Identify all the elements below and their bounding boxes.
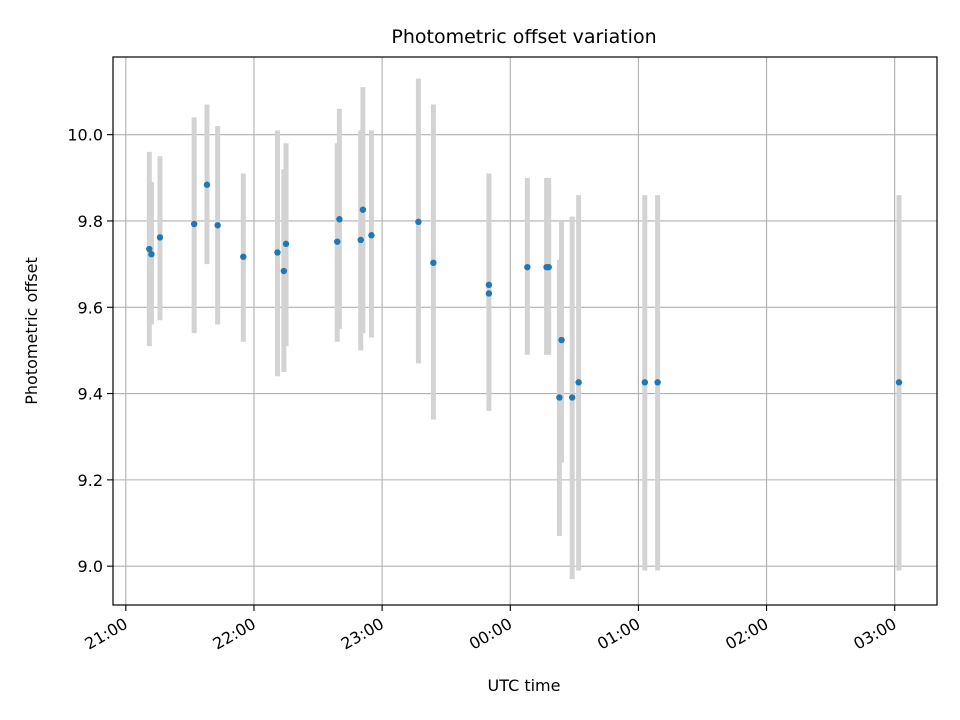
y-tick-label: 10.0 <box>67 126 103 145</box>
data-point <box>240 253 247 260</box>
data-point <box>569 394 576 401</box>
y-tick-label: 9.6 <box>78 298 103 317</box>
data-point <box>359 206 367 213</box>
data-point <box>156 234 164 241</box>
data-point <box>654 379 661 386</box>
data-point <box>357 236 364 244</box>
data-point <box>485 290 493 297</box>
data-point <box>895 379 903 386</box>
data-point <box>203 181 211 188</box>
y-axis-title: Photometric offset <box>22 257 41 405</box>
data-point <box>556 394 563 401</box>
data-point <box>368 232 375 239</box>
data-point <box>336 216 343 223</box>
y-tick-label: 9.0 <box>78 557 103 576</box>
data-point <box>190 220 198 228</box>
chart-title: Photometric offset variation <box>391 26 656 48</box>
data-point <box>274 249 281 256</box>
data-point <box>524 263 531 271</box>
data-point <box>282 240 290 248</box>
data-point <box>575 379 582 386</box>
y-tick-label: 9.8 <box>78 212 103 231</box>
data-point <box>280 267 288 275</box>
data-point <box>415 218 422 226</box>
x-axis-title: UTC time <box>488 676 561 695</box>
y-tick-label: 9.2 <box>78 471 103 490</box>
data-point <box>146 245 153 253</box>
data-point <box>430 259 437 267</box>
data-point <box>558 336 565 344</box>
data-point <box>545 263 552 271</box>
point-layer <box>146 181 903 401</box>
data-point <box>214 222 221 229</box>
data-point <box>641 379 649 386</box>
data-point <box>485 281 493 289</box>
plot-area-frame <box>112 56 938 606</box>
data-point <box>148 250 155 258</box>
grid-layer <box>113 57 937 605</box>
y-tick-label: 9.4 <box>78 385 103 404</box>
data-point <box>334 238 341 245</box>
